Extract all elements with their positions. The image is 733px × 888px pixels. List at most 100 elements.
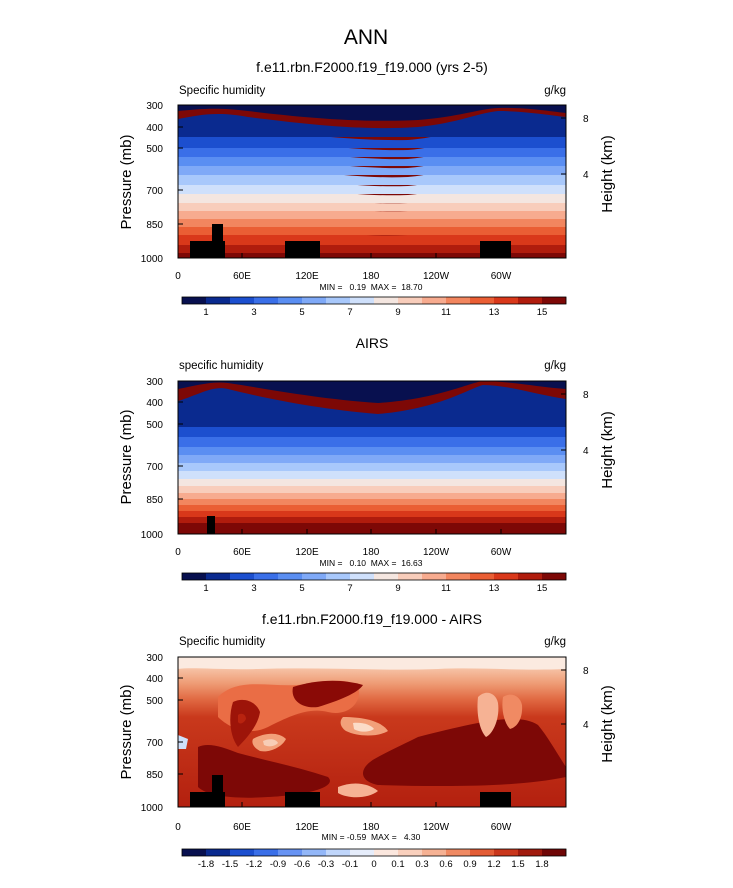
- colorbar-swatch: [278, 849, 303, 856]
- colorbar-swatch: [254, 849, 279, 856]
- x-tick-label: 180: [363, 547, 380, 558]
- colorbar-tick-label: 5: [299, 583, 304, 594]
- colorbar-swatch: [374, 297, 399, 304]
- colorbar-tick-label: 13: [489, 307, 500, 318]
- colorbar-swatch: [518, 849, 543, 856]
- colorbar-swatch: [302, 297, 327, 304]
- colorbar-swatch: [422, 573, 447, 580]
- colorbar-tick-label: 0.6: [439, 859, 452, 870]
- colorbar-swatch: [326, 573, 351, 580]
- x-tick-label: 60W: [491, 547, 512, 558]
- y-axis-label: Pressure (mb): [118, 409, 135, 504]
- y-tick-label: 700: [146, 462, 163, 473]
- colorbar-swatch: [518, 297, 543, 304]
- colorbar-swatch: [518, 573, 543, 580]
- colorbar-tick-label: 7: [347, 307, 352, 318]
- y-tick-label: 500: [146, 420, 163, 431]
- colorbar-tick-label: 0.9: [463, 859, 476, 870]
- x-tick-label: 60E: [233, 547, 251, 558]
- colorbar-tick-label: -0.1: [342, 859, 358, 870]
- y2-axis-label: Height (km): [599, 411, 616, 489]
- y-tick-label: 300: [146, 377, 163, 388]
- colorbar-tick-label: -0.3: [318, 859, 334, 870]
- colorbar-tick-label: -0.9: [270, 859, 286, 870]
- colorbar-tick-label: 9: [395, 307, 400, 318]
- y-tick-label: 300: [146, 101, 163, 112]
- x-tick-label: 120E: [295, 547, 319, 558]
- y-tick-label: 500: [146, 144, 163, 155]
- y2-tick-label: 8: [583, 114, 589, 125]
- colorbar-model: 1 3 5 7 9 11 13 15: [181, 296, 567, 318]
- x-tick-label: 60E: [233, 271, 251, 282]
- colorbar-tick-label: -1.2: [246, 859, 262, 870]
- colorbar-tick-label: 1.8: [535, 859, 548, 870]
- stats-label: MIN = 0.19 MAX = 18.70: [320, 282, 423, 292]
- y-axis-label: Pressure (mb): [118, 684, 135, 779]
- panel-diff: f.e11.rbn.F2000.f19_f19.000 - AIRS Speci…: [118, 611, 616, 870]
- y-tick-label: 850: [146, 770, 163, 781]
- colorbar-swatch: [326, 849, 351, 856]
- y2-tick-label: 4: [583, 170, 589, 181]
- x-tick-label: 120W: [423, 822, 450, 833]
- colorbar-swatch: [230, 573, 255, 580]
- y-tick-label: 1000: [141, 803, 164, 814]
- figure-title: ANN: [344, 26, 388, 49]
- colorbar-tick-label: 15: [537, 307, 548, 318]
- x-tick-label: 0: [175, 271, 181, 282]
- colorbar-swatch: [182, 849, 207, 856]
- panel-diff-variable-label: Specific humidity: [179, 636, 266, 648]
- y-tick-label: 850: [146, 220, 163, 231]
- colorbar-diff: -1.8 -1.5 -1.2 -0.9 -0.6 -0.3 -0.1 0 0.1 0.3 0.6 0.…: [181, 848, 567, 870]
- x-tick-label: 180: [363, 822, 380, 833]
- colorbar-tick-label: 1: [203, 307, 208, 318]
- panel-diff-axes: 300 400 500 700 850 1000 0 60E 120E 180 …: [118, 653, 616, 842]
- x-tick-label: 0: [175, 547, 181, 558]
- colorbar-swatch: [206, 297, 231, 304]
- colorbar-frame: [181, 296, 567, 305]
- panel-model-units-label: g/kg: [544, 85, 566, 97]
- colorbar-swatch: [278, 573, 303, 580]
- y-tick-label: 400: [146, 123, 163, 134]
- colorbar-frame: [181, 848, 567, 857]
- colorbar-swatch: [422, 297, 447, 304]
- colorbar-tick-label: 1.2: [487, 859, 500, 870]
- y2-tick-label: 4: [583, 720, 589, 731]
- y-tick-label: 700: [146, 738, 163, 749]
- colorbar-swatch: [470, 297, 495, 304]
- colorbar-tick-label: 3: [251, 583, 256, 594]
- colorbar-tick-label: 5: [299, 307, 304, 318]
- colorbar-tick-label: 0: [371, 859, 376, 870]
- colorbar-swatch: [206, 573, 231, 580]
- colorbar-swatch: [182, 573, 207, 580]
- colorbar-swatch: [542, 849, 567, 856]
- colorbar-swatch: [374, 849, 399, 856]
- y-axis-label: Pressure (mb): [118, 134, 135, 229]
- colorbar-tick-label: 11: [441, 583, 451, 594]
- y-tick-label: 500: [146, 696, 163, 707]
- panel-airs-plot: [178, 381, 566, 534]
- colorbar-tick-label: 0.3: [415, 859, 428, 870]
- panel-diff-plot: [178, 657, 566, 807]
- colorbar-swatch: [302, 849, 327, 856]
- colorbar-frame: [181, 572, 567, 581]
- y-tick-label: 400: [146, 398, 163, 409]
- colorbar-swatch: [398, 849, 423, 856]
- panel-airs-title: AIRS: [356, 335, 389, 351]
- colorbar-swatch: [470, 849, 495, 856]
- x-tick-label: 120E: [295, 271, 319, 282]
- panel-airs-variable-label: specific humidity: [179, 360, 264, 372]
- colorbar-tick-label: 13: [489, 583, 500, 594]
- colorbar-swatch: [230, 297, 255, 304]
- colorbar-swatch: [302, 573, 327, 580]
- y-tick-label: 700: [146, 186, 163, 197]
- colorbar-swatch: [326, 297, 351, 304]
- colorbar-swatch: [254, 573, 279, 580]
- y-tick-label: 1000: [141, 530, 164, 541]
- y2-tick-label: 8: [583, 390, 589, 401]
- x-tick-label: 180: [363, 271, 380, 282]
- colorbar-swatch: [446, 849, 471, 856]
- x-tick-label: 0: [175, 822, 181, 833]
- y2-tick-label: 4: [583, 446, 589, 457]
- y-tick-label: 400: [146, 674, 163, 685]
- colorbar-tick-label: 1: [203, 583, 208, 594]
